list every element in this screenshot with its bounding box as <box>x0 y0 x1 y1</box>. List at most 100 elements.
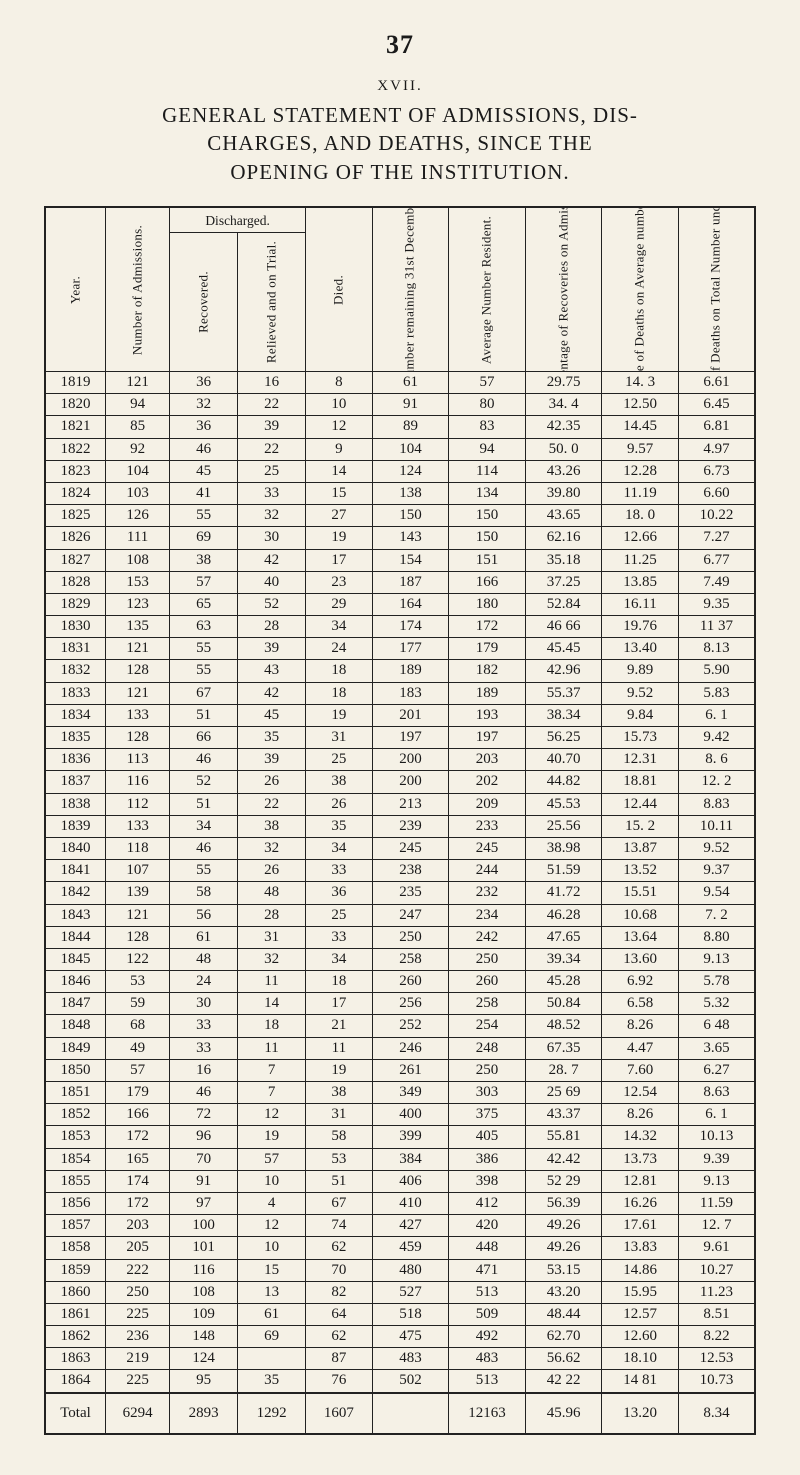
data-cell: 94 <box>106 394 170 416</box>
data-cell: 15.51 <box>602 882 679 904</box>
data-cell: 67 <box>306 1192 373 1214</box>
table-row: 182185363912898342.3514.456.81 <box>45 416 755 438</box>
data-cell: 14 <box>238 993 306 1015</box>
data-cell: 13.40 <box>602 638 679 660</box>
data-cell: 40 <box>238 571 306 593</box>
year-cell: 1836 <box>45 749 106 771</box>
data-cell: 80 <box>449 394 526 416</box>
header-label: Recovered. <box>195 271 212 333</box>
data-cell: 9.13 <box>678 948 755 970</box>
data-cell: 15.95 <box>602 1281 679 1303</box>
data-cell: 150 <box>372 505 449 527</box>
data-cell: 52.84 <box>525 593 602 615</box>
data-cell: 70 <box>170 1148 238 1170</box>
data-cell: 13.52 <box>602 860 679 882</box>
col-recovered: Recovered. <box>170 233 238 372</box>
data-cell: 459 <box>372 1237 449 1259</box>
year-cell: 1861 <box>45 1303 106 1325</box>
data-cell: 61 <box>170 926 238 948</box>
year-cell: 1830 <box>45 616 106 638</box>
data-cell: 57 <box>170 571 238 593</box>
data-cell: 14.86 <box>602 1259 679 1281</box>
total-cell: 6294 <box>106 1393 170 1434</box>
data-cell: 36 <box>306 882 373 904</box>
data-cell: 55 <box>170 660 238 682</box>
year-cell: 1856 <box>45 1192 106 1214</box>
data-cell: 480 <box>372 1259 449 1281</box>
data-cell: 19 <box>238 1126 306 1148</box>
data-cell: 89 <box>372 416 449 438</box>
data-cell: 9 <box>306 438 373 460</box>
data-cell: 25 <box>238 460 306 482</box>
data-cell: 150 <box>449 527 526 549</box>
table-row: 1862236148696247549262.7012.608.22 <box>45 1326 755 1348</box>
data-cell: 24 <box>306 638 373 660</box>
data-cell: 166 <box>106 1104 170 1126</box>
col-pc-recoveries: Per-Centage of Recoveries on Admissions. <box>525 207 602 372</box>
data-cell: 56.25 <box>525 727 602 749</box>
data-cell: 10 <box>238 1170 306 1192</box>
table-row: 1858205101106245944849.2613.839.61 <box>45 1237 755 1259</box>
data-cell: 41.72 <box>525 882 602 904</box>
data-cell: 70 <box>306 1259 373 1281</box>
data-cell: 250 <box>449 1059 526 1081</box>
data-cell: 96 <box>170 1126 238 1148</box>
data-cell: 258 <box>449 993 526 1015</box>
data-cell: 16.11 <box>602 593 679 615</box>
data-cell: 13.60 <box>602 948 679 970</box>
data-cell: 11 <box>238 1037 306 1059</box>
data-cell: 183 <box>372 682 449 704</box>
data-cell: 6. 1 <box>678 704 755 726</box>
header-label: Average Number Resident. <box>479 215 496 363</box>
data-cell: 8.26 <box>602 1104 679 1126</box>
data-cell: 100 <box>170 1215 238 1237</box>
table-row: 1857203100127442742049.2617.6112. 7 <box>45 1215 755 1237</box>
data-cell: 12 <box>306 416 373 438</box>
data-cell: 182 <box>449 660 526 682</box>
data-cell: 123 <box>106 593 170 615</box>
table-row: 182292462291049450. 09.574.97 <box>45 438 755 460</box>
data-cell: 37.25 <box>525 571 602 593</box>
data-cell: 12.81 <box>602 1170 679 1192</box>
data-cell: 9.84 <box>602 704 679 726</box>
section-roman: XVII. <box>44 78 756 95</box>
data-cell: 303 <box>449 1082 526 1104</box>
data-cell: 10.22 <box>678 505 755 527</box>
table-row: 18494933111124624867.354.473.65 <box>45 1037 755 1059</box>
data-cell: 56.39 <box>525 1192 602 1214</box>
data-cell: 509 <box>449 1303 526 1325</box>
data-cell: 57 <box>238 1148 306 1170</box>
data-cell: 236 <box>106 1326 170 1348</box>
data-cell: 14 <box>306 460 373 482</box>
table-row: 1850571671926125028. 77.606.27 <box>45 1059 755 1081</box>
data-cell: 31 <box>306 727 373 749</box>
data-cell: 5.32 <box>678 993 755 1015</box>
data-cell: 7.27 <box>678 527 755 549</box>
data-cell: 172 <box>106 1126 170 1148</box>
data-cell: 222 <box>106 1259 170 1281</box>
data-cell: 10.68 <box>602 904 679 926</box>
data-cell: 22 <box>238 438 306 460</box>
total-cell: 2893 <box>170 1393 238 1434</box>
data-cell: 39 <box>238 749 306 771</box>
data-cell: 138 <box>372 482 449 504</box>
data-cell: 261 <box>372 1059 449 1081</box>
data-cell: 33 <box>170 1015 238 1037</box>
data-cell: 17 <box>306 549 373 571</box>
table-row: 184512248323425825039.3413.609.13 <box>45 948 755 970</box>
data-cell: 10.11 <box>678 815 755 837</box>
year-cell: 1827 <box>45 549 106 571</box>
data-cell: 52 29 <box>525 1170 602 1192</box>
year-cell: 1847 <box>45 993 106 1015</box>
data-cell: 64 <box>306 1303 373 1325</box>
data-cell: 113 <box>106 749 170 771</box>
data-cell: 95 <box>170 1370 238 1393</box>
data-cell: 12.31 <box>602 749 679 771</box>
data-cell: 177 <box>372 638 449 660</box>
data-cell: 34. 4 <box>525 394 602 416</box>
data-cell: 19 <box>306 1059 373 1081</box>
data-cell: 7.60 <box>602 1059 679 1081</box>
year-cell: 1843 <box>45 904 106 926</box>
data-cell: 12.54 <box>602 1082 679 1104</box>
year-cell: 1834 <box>45 704 106 726</box>
